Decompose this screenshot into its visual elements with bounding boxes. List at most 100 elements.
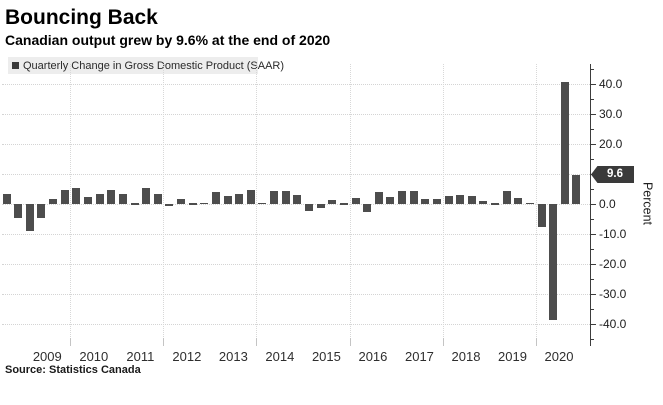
bar bbox=[560, 81, 569, 204]
page-subtitle: Canadian output grew by 9.6% at the end … bbox=[5, 32, 331, 48]
bar bbox=[339, 203, 348, 205]
bar bbox=[479, 201, 488, 204]
bar bbox=[223, 195, 232, 204]
y-axis-tick-label: -30.0 bbox=[599, 287, 627, 301]
bar bbox=[374, 192, 383, 204]
page-title: Bouncing Back bbox=[5, 6, 158, 29]
y-axis-minor-tick bbox=[590, 129, 594, 130]
y-axis-tick bbox=[590, 234, 596, 235]
h-gridline bbox=[2, 204, 590, 205]
x-axis-label: 2018 bbox=[451, 349, 481, 364]
y-axis-minor-tick bbox=[590, 309, 594, 310]
y-axis-minor-tick bbox=[590, 279, 594, 280]
bar bbox=[281, 191, 290, 204]
bar bbox=[60, 189, 69, 204]
bar bbox=[270, 191, 279, 204]
y-axis-tick bbox=[590, 204, 596, 205]
x-axis-tick bbox=[535, 338, 537, 346]
y-axis-tick-label: 20.0 bbox=[599, 137, 623, 151]
bar bbox=[2, 194, 11, 204]
y-axis-tick bbox=[590, 324, 596, 325]
bar bbox=[398, 190, 407, 204]
h-gridline bbox=[2, 114, 590, 115]
bar bbox=[95, 194, 104, 204]
h-gridline bbox=[2, 234, 590, 235]
bar bbox=[177, 198, 186, 204]
x-axis-tick bbox=[256, 338, 258, 346]
bar bbox=[165, 204, 174, 206]
x-axis-label: 2012 bbox=[172, 349, 202, 364]
x-axis-label: 2010 bbox=[79, 349, 109, 364]
h-gridline bbox=[2, 144, 590, 145]
y-axis-minor-tick bbox=[590, 69, 594, 70]
bar bbox=[188, 203, 197, 205]
badge-value: 9.6 bbox=[607, 168, 623, 180]
x-axis-label: 2016 bbox=[358, 349, 388, 364]
bar bbox=[49, 198, 58, 204]
h-gridline bbox=[2, 84, 590, 85]
h-gridline bbox=[2, 294, 590, 295]
bar bbox=[84, 196, 92, 204]
bar bbox=[235, 194, 244, 204]
bar bbox=[107, 189, 116, 204]
x-gridline bbox=[349, 64, 351, 337]
bar bbox=[363, 204, 372, 213]
bar bbox=[386, 196, 395, 204]
x-axis-label: 2020 bbox=[544, 349, 574, 364]
bar bbox=[351, 197, 360, 204]
bar bbox=[421, 199, 430, 204]
x-axis-label: 2015 bbox=[311, 349, 341, 364]
bar bbox=[549, 204, 558, 320]
y-axis-minor-tick bbox=[590, 189, 594, 190]
y-axis-minor-tick bbox=[590, 249, 594, 250]
bar bbox=[467, 195, 476, 204]
bar bbox=[525, 202, 534, 204]
bar bbox=[153, 194, 162, 204]
x-axis-tick bbox=[442, 338, 444, 346]
x-gridline bbox=[163, 64, 165, 337]
bar bbox=[537, 204, 546, 227]
x-axis-label: 2014 bbox=[265, 349, 295, 364]
x-axis-tick bbox=[163, 338, 165, 346]
y-axis-tick bbox=[590, 294, 596, 295]
h-gridline bbox=[2, 324, 590, 325]
x-gridline bbox=[70, 64, 72, 337]
bar bbox=[211, 191, 220, 204]
bar bbox=[491, 203, 500, 205]
bar bbox=[37, 204, 46, 219]
x-axis-tick bbox=[70, 338, 72, 346]
y-axis-minor-tick bbox=[590, 219, 594, 220]
bar bbox=[142, 187, 151, 204]
bar bbox=[514, 198, 523, 204]
x-axis-label: 2011 bbox=[126, 349, 155, 364]
y-axis-tick-label: 40.0 bbox=[599, 77, 623, 91]
h-gridline bbox=[2, 174, 590, 175]
bar bbox=[572, 175, 581, 204]
bar bbox=[72, 188, 81, 204]
legend-label: Quarterly Change in Gross Domestic Produ… bbox=[23, 59, 285, 72]
bar bbox=[304, 204, 313, 211]
bar bbox=[25, 204, 34, 231]
h-gridline bbox=[2, 264, 590, 265]
x-gridline bbox=[442, 64, 444, 337]
bar bbox=[246, 189, 255, 204]
y-axis-minor-tick bbox=[590, 339, 594, 340]
y-axis-tick-label: -10.0 bbox=[599, 227, 627, 241]
bar bbox=[130, 203, 139, 205]
y-axis-tick-label: -40.0 bbox=[599, 317, 627, 331]
y-axis-tick-label: -20.0 bbox=[599, 257, 627, 271]
bar bbox=[293, 195, 302, 204]
bar bbox=[118, 193, 127, 204]
bar bbox=[432, 199, 441, 204]
bar bbox=[502, 191, 511, 204]
bar bbox=[200, 202, 209, 205]
x-axis-label: 2017 bbox=[404, 349, 434, 364]
x-axis-tick bbox=[349, 338, 351, 346]
last-value-badge: 9.6 bbox=[591, 166, 634, 183]
bar bbox=[14, 204, 23, 219]
y-axis-tick bbox=[590, 264, 596, 265]
bar bbox=[444, 195, 453, 204]
y-axis-minor-tick bbox=[590, 159, 594, 160]
bar bbox=[258, 202, 267, 204]
